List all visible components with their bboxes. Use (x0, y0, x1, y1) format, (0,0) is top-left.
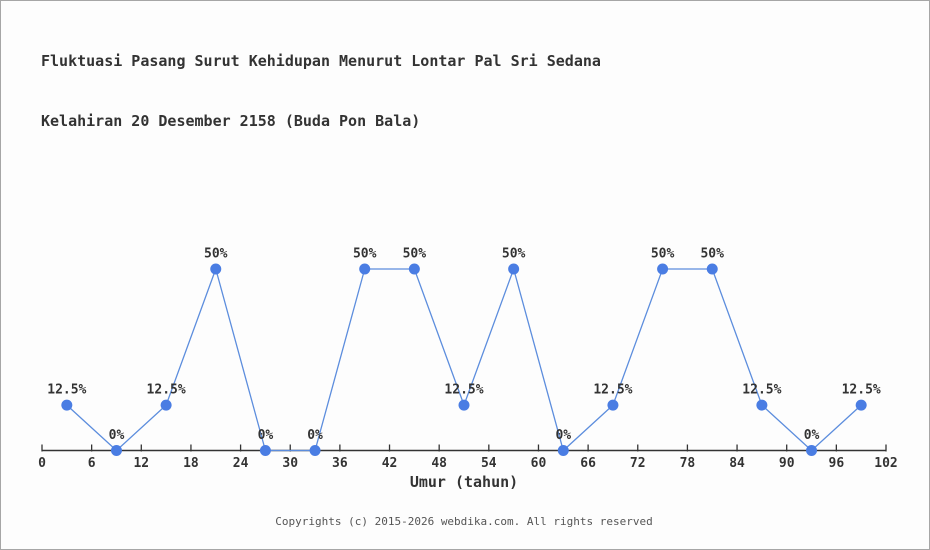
point-label: 50% (502, 247, 526, 262)
data-point (210, 263, 222, 275)
tick-label: 54 (481, 456, 497, 471)
x-axis-label: Umur (tahun) (409, 473, 519, 491)
point-label: 50% (403, 247, 427, 262)
point-label: 12.5% (444, 383, 483, 398)
tick-label: 18 (183, 456, 199, 471)
point-label: 0% (307, 428, 323, 443)
data-point (557, 445, 569, 456)
chart-title-line1: Fluktuasi Pasang Surut Kehidupan Menurut… (41, 52, 601, 70)
data-point (706, 263, 718, 275)
chart-title-line2: Kelahiran 20 Desember 2158 (Buda Pon Bal… (41, 112, 421, 130)
data-point (806, 445, 818, 456)
point-label: 0% (804, 428, 820, 443)
data-point (458, 399, 470, 411)
data-point (607, 399, 619, 411)
copyright-footer: Copyrights (c) 2015-2026 webdika.com. Al… (275, 515, 653, 528)
tick-label: 48 (431, 456, 447, 471)
tick-label: 24 (233, 456, 249, 471)
point-label: 0% (258, 428, 274, 443)
data-point (359, 263, 371, 275)
tick-label: 0 (38, 456, 46, 471)
point-label: 50% (204, 247, 228, 262)
tick-label: 12 (133, 456, 149, 471)
data-point (508, 263, 520, 275)
point-label: 0% (109, 428, 125, 443)
tick-label: 78 (680, 456, 696, 471)
data-point (259, 445, 271, 456)
tick-label: 6 (88, 456, 96, 471)
tick-label: 72 (630, 456, 646, 471)
tick-label: 102 (874, 456, 897, 471)
point-label: 50% (353, 247, 377, 262)
point-label: 12.5% (842, 383, 881, 398)
point-label: 0% (555, 428, 571, 443)
series-line (66, 266, 862, 452)
point-label: 12.5% (147, 383, 186, 398)
point-label: 12.5% (742, 383, 781, 398)
data-point (61, 399, 73, 411)
tick-label: 84 (729, 456, 745, 471)
data-point (408, 263, 420, 275)
point-label: 50% (651, 247, 675, 262)
tick-label: 42 (382, 456, 398, 471)
point-label: 50% (700, 247, 724, 262)
tick-label: 90 (779, 456, 795, 471)
point-label: 12.5% (593, 383, 632, 398)
data-point (309, 445, 321, 456)
data-point (756, 399, 768, 411)
data-point (855, 399, 867, 411)
data-point (160, 399, 172, 411)
tick-label: 96 (829, 456, 845, 471)
tick-label: 30 (282, 456, 298, 471)
data-point (657, 263, 669, 275)
tick-label: 60 (531, 456, 547, 471)
tick-label: 36 (332, 456, 348, 471)
chart-title: Fluktuasi Pasang Surut Kehidupan Menurut… (41, 11, 601, 171)
point-label: 12.5% (47, 383, 86, 398)
tick-label: 66 (580, 456, 596, 471)
data-point (110, 445, 122, 456)
